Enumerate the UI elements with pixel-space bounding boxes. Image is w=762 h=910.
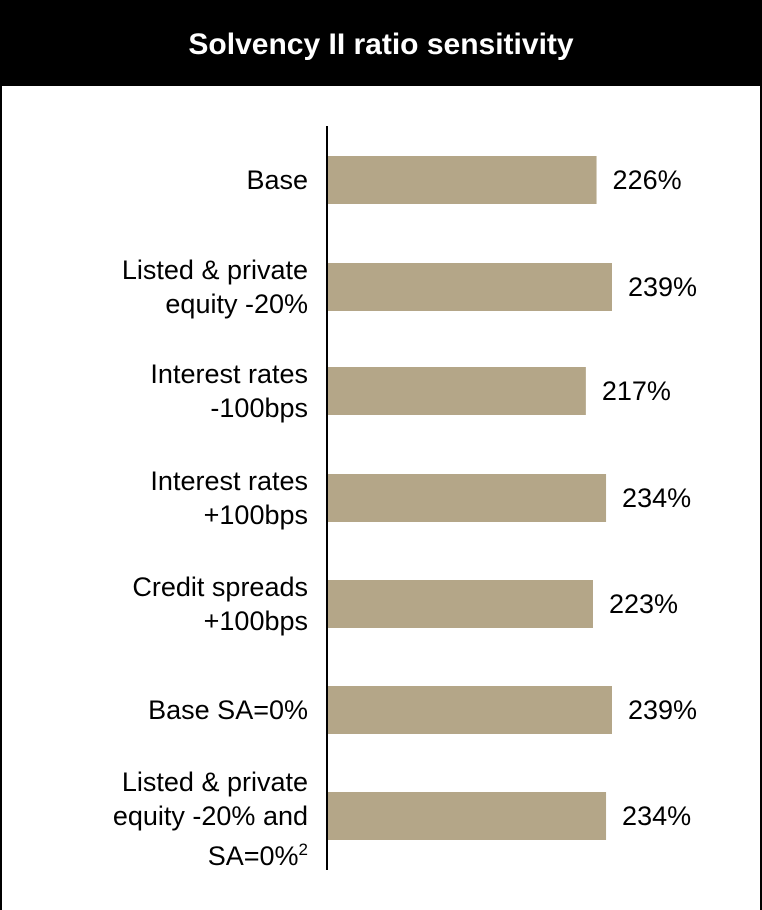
- bar-4: [328, 580, 593, 628]
- category-label-2: Interest rates -100bps: [150, 357, 308, 425]
- category-label-3: Interest rates +100bps: [150, 464, 308, 532]
- category-label-0: Base: [246, 163, 308, 197]
- chart-header: Solvency II ratio sensitivity: [0, 0, 762, 86]
- data-label-4: 223%: [608, 589, 679, 619]
- data-label-1: 239%: [628, 272, 698, 302]
- bar-3: [328, 474, 607, 522]
- data-label-0: 226%: [612, 165, 682, 195]
- bar-1: [328, 263, 612, 311]
- category-label-1: Listed & private equity -20%: [122, 253, 308, 321]
- category-label-text-2: Interest rates -100bps: [150, 359, 308, 423]
- category-label-4: Credit spreads +100bps: [132, 570, 308, 638]
- bar-5: [328, 686, 612, 734]
- category-label-text-4: Credit spreads +100bps: [132, 572, 308, 636]
- category-label-text-3: Interest rates +100bps: [150, 466, 308, 530]
- bar-6: [328, 792, 607, 840]
- category-label-text-0: Base: [246, 165, 308, 195]
- data-label-6: 234%: [622, 801, 692, 831]
- bars-group: [328, 156, 612, 840]
- category-label-text-5: Base SA=0%: [148, 695, 308, 725]
- chart-title: Solvency II ratio sensitivity: [188, 28, 574, 61]
- data-label-3: 234%: [622, 483, 692, 513]
- category-label-6: Listed & private equity -20% and SA=0%2: [113, 765, 308, 873]
- bar-2: [328, 367, 586, 415]
- data-label-5: 239%: [628, 695, 698, 725]
- bar-0: [328, 156, 597, 204]
- footnote-marker-6: 2: [298, 840, 308, 859]
- data-label-2: 217%: [601, 376, 671, 406]
- category-label-text-6: Listed & private equity -20% and SA=0%: [112, 767, 308, 871]
- category-label-text-1: Listed & private equity -20%: [121, 255, 308, 319]
- category-label-5: Base SA=0%: [148, 693, 308, 727]
